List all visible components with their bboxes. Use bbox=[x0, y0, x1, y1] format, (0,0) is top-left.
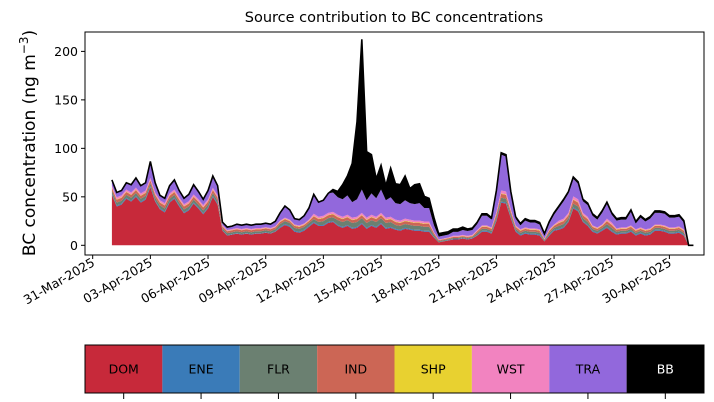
legend-swatch-shp bbox=[394, 345, 472, 393]
legend-swatch-flr bbox=[239, 345, 318, 393]
legend-swatch-ind bbox=[317, 345, 395, 393]
area-wst bbox=[111, 177, 694, 246]
chart-title: Source contribution to BC concentrations bbox=[245, 10, 543, 26]
legend-swatch-dom bbox=[85, 345, 163, 393]
y-axis-ticks: 0 50 100 150 200 bbox=[54, 44, 85, 253]
legend-swatch-bb bbox=[626, 345, 704, 393]
legend-swatch-tra bbox=[549, 345, 627, 393]
legend-label-shp: SHP bbox=[421, 362, 446, 377]
y-axis-label-superscript: −3 bbox=[17, 36, 31, 54]
y-axis-label-main: BC concentration (ng m bbox=[20, 54, 40, 256]
y-tick-label: 200 bbox=[54, 44, 78, 59]
y-tick-label: 100 bbox=[54, 141, 78, 156]
legend-frame bbox=[84, 344, 705, 394]
legend-label-ind: IND bbox=[344, 362, 367, 377]
y-tick-label: 50 bbox=[62, 189, 78, 204]
legend-swatch-wst bbox=[471, 345, 550, 393]
total-outline bbox=[111, 39, 694, 247]
stacked-areas bbox=[111, 39, 694, 246]
y-axis-label: BC concentration (ng m−3) bbox=[17, 30, 40, 256]
legend-label-ene: ENE bbox=[188, 362, 213, 377]
legend-label-bb: BB bbox=[657, 362, 674, 377]
legend-label-dom: DOM bbox=[109, 362, 139, 377]
legend-label-tra: TRA bbox=[575, 362, 601, 377]
y-tick-label: 0 bbox=[70, 238, 78, 253]
x-axis-ticks: 31-Mar-202503-Apr-202506-Apr-202509-Apr-… bbox=[21, 255, 674, 308]
y-tick-label: 150 bbox=[54, 92, 78, 107]
y-axis-label-close: ) bbox=[20, 30, 40, 37]
legend: DOM ENE FLR IND SHP WST TRA BB bbox=[84, 344, 705, 399]
area-dom bbox=[111, 187, 694, 246]
plot-frame bbox=[84, 31, 705, 256]
legend-swatch-ene bbox=[162, 345, 240, 393]
legend-label-flr: FLR bbox=[267, 362, 290, 377]
legend-label-wst: WST bbox=[497, 362, 525, 377]
